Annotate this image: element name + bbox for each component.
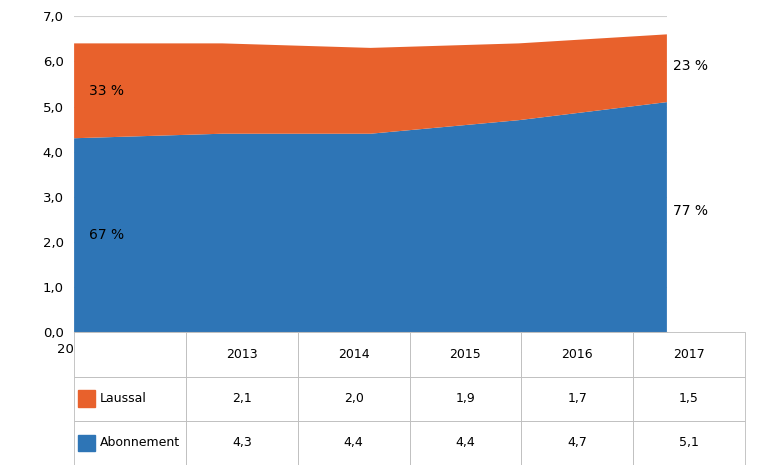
Text: 77 %: 77 % [673, 204, 707, 218]
Text: 33 %: 33 % [89, 84, 124, 98]
Text: 67 %: 67 % [89, 228, 124, 242]
Text: Laussal: Laussal [100, 392, 147, 405]
Text: 23 %: 23 % [673, 59, 707, 73]
Text: Abonnement: Abonnement [100, 437, 179, 449]
